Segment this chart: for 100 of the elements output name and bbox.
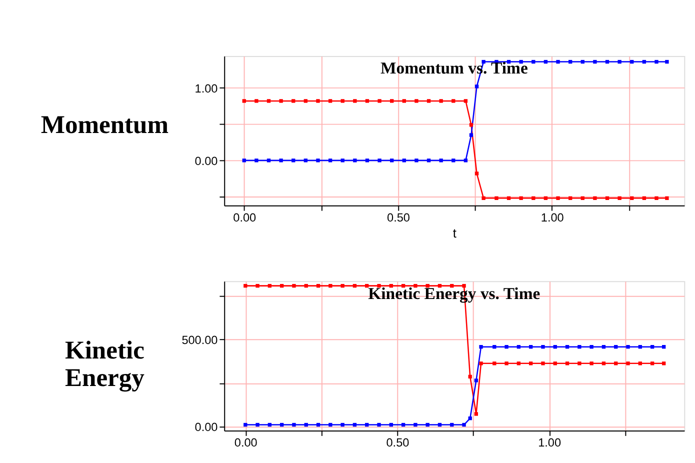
point xyxy=(618,196,622,200)
point xyxy=(642,196,646,200)
point xyxy=(516,344,521,349)
point xyxy=(626,362,630,366)
point xyxy=(650,344,654,349)
point xyxy=(474,378,478,382)
x-tick-label: 0.00 xyxy=(234,436,258,450)
point xyxy=(292,158,296,162)
y-tick-label: 500.00 xyxy=(182,334,218,347)
point xyxy=(402,99,406,103)
y-tick-label: 1.00 xyxy=(194,82,218,96)
point xyxy=(450,422,454,427)
point xyxy=(352,284,357,288)
point xyxy=(279,158,283,162)
point xyxy=(304,284,308,288)
point xyxy=(556,196,560,200)
point xyxy=(519,196,523,200)
point xyxy=(650,362,654,366)
point xyxy=(304,422,308,427)
point xyxy=(414,158,418,162)
point xyxy=(630,196,634,200)
point xyxy=(479,362,483,366)
point xyxy=(580,60,584,64)
point xyxy=(244,422,248,427)
point xyxy=(365,158,370,162)
point xyxy=(544,60,548,64)
point xyxy=(254,158,258,162)
point xyxy=(474,172,479,176)
point xyxy=(365,284,369,288)
point xyxy=(492,362,496,366)
point xyxy=(662,362,666,366)
point xyxy=(402,158,406,162)
point xyxy=(328,284,332,288)
x-tick-label: 0.00 xyxy=(233,212,257,225)
point xyxy=(266,158,271,162)
point xyxy=(316,158,320,162)
point xyxy=(328,422,332,427)
point xyxy=(590,344,594,349)
point xyxy=(468,374,472,378)
point xyxy=(389,422,393,427)
point xyxy=(565,362,570,366)
point xyxy=(316,284,320,288)
point xyxy=(494,196,498,200)
point xyxy=(665,196,669,200)
point xyxy=(268,284,272,288)
point xyxy=(268,422,272,427)
point xyxy=(439,158,443,162)
point xyxy=(378,99,382,103)
point xyxy=(340,99,344,103)
point xyxy=(553,362,557,366)
point xyxy=(474,84,479,88)
point xyxy=(665,60,669,64)
point xyxy=(378,158,382,162)
point xyxy=(304,99,308,103)
point xyxy=(414,99,418,103)
point xyxy=(602,344,606,349)
point xyxy=(426,158,431,162)
point xyxy=(504,344,508,349)
point xyxy=(280,422,284,427)
point xyxy=(642,60,646,64)
point xyxy=(377,422,381,427)
point xyxy=(328,158,332,162)
point xyxy=(528,344,533,349)
point xyxy=(605,60,610,64)
point xyxy=(504,362,508,366)
y-tick-label: 0.00 xyxy=(194,420,218,434)
point xyxy=(590,362,594,366)
point xyxy=(365,422,369,427)
point xyxy=(426,99,431,103)
point xyxy=(292,284,296,288)
point xyxy=(279,99,283,103)
point xyxy=(614,344,618,349)
point xyxy=(462,422,466,427)
point xyxy=(353,158,357,162)
point xyxy=(578,362,582,366)
point xyxy=(541,344,545,349)
point xyxy=(474,412,478,416)
x-tick-label: 1.00 xyxy=(538,436,562,450)
point xyxy=(565,344,570,349)
point xyxy=(568,196,572,200)
point xyxy=(492,344,496,349)
x-tick-label: 0.50 xyxy=(387,212,410,225)
point xyxy=(352,422,357,427)
point xyxy=(242,99,246,103)
point xyxy=(292,422,296,427)
point xyxy=(528,362,533,366)
point xyxy=(580,196,584,200)
point xyxy=(506,196,511,200)
point xyxy=(516,362,521,366)
point xyxy=(340,284,344,288)
point xyxy=(602,362,606,366)
point xyxy=(254,99,258,103)
point xyxy=(553,344,557,349)
point xyxy=(568,60,572,64)
x-tick-label: 0.50 xyxy=(386,436,410,450)
point xyxy=(414,422,418,427)
y-axis-title: Kinetic Energy xyxy=(64,335,145,392)
point xyxy=(401,422,406,427)
point xyxy=(292,99,296,103)
x-tick-label: 1.00 xyxy=(540,212,564,225)
